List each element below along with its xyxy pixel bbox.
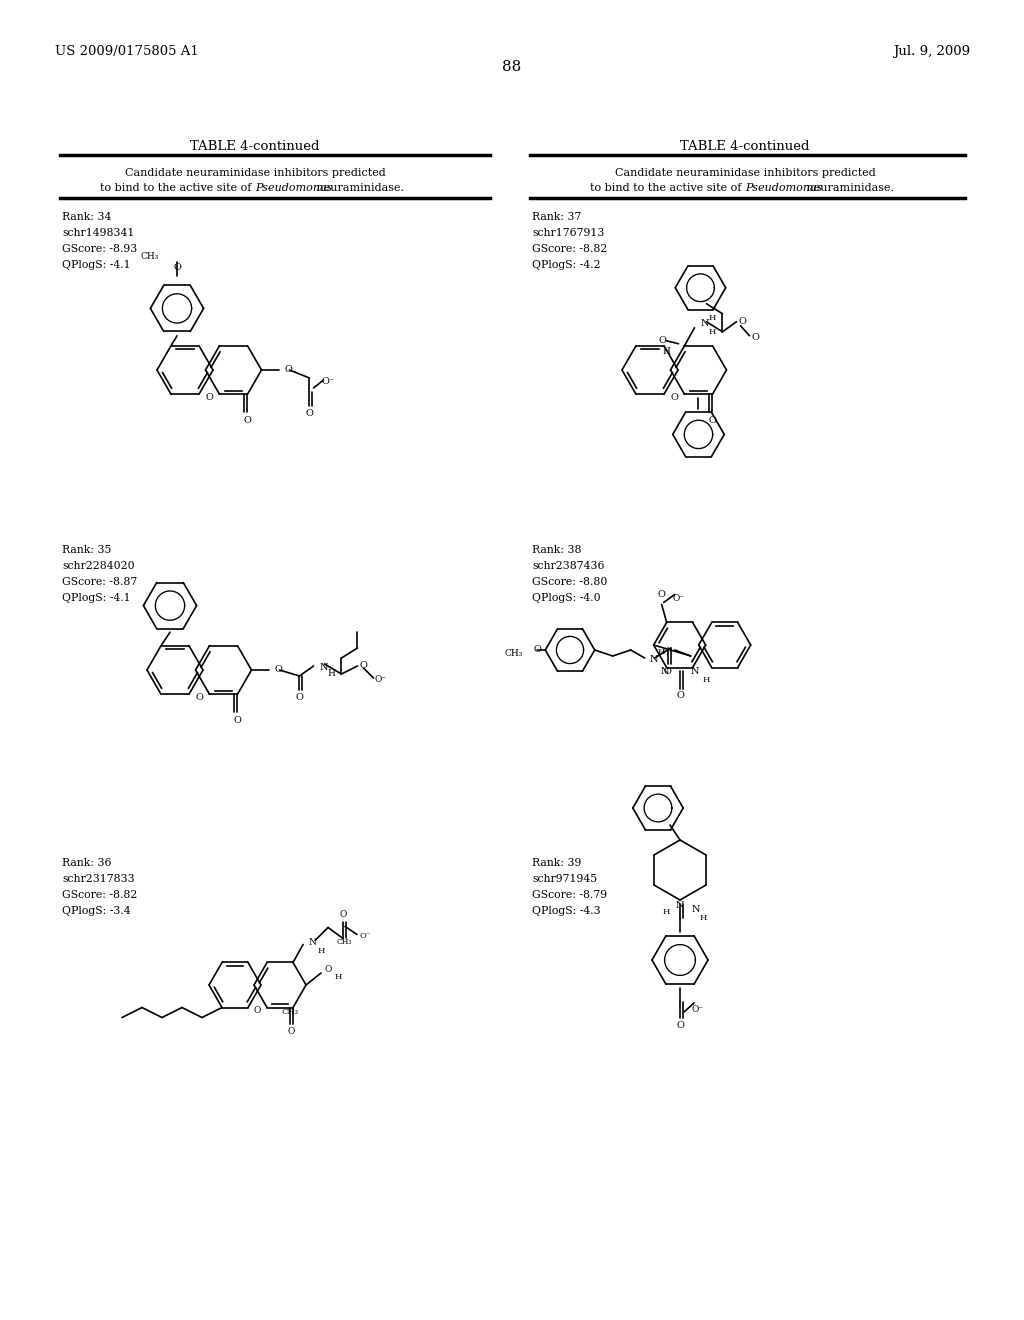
Text: O: O xyxy=(677,692,685,701)
Text: O: O xyxy=(709,416,717,425)
Text: schr2317833: schr2317833 xyxy=(62,874,134,884)
Text: O: O xyxy=(738,317,746,326)
Text: CH₃: CH₃ xyxy=(337,939,352,946)
Text: QPlogS: -3.4: QPlogS: -3.4 xyxy=(62,906,131,916)
Text: H: H xyxy=(663,908,670,916)
Text: O⁻: O⁻ xyxy=(359,932,371,940)
Text: H: H xyxy=(663,347,671,356)
Text: H: H xyxy=(709,327,716,335)
Text: N: N xyxy=(700,319,709,329)
Text: O: O xyxy=(657,590,666,599)
Text: GScore: -8.82: GScore: -8.82 xyxy=(62,890,137,900)
Text: H: H xyxy=(702,676,710,684)
Text: O: O xyxy=(658,337,667,346)
Text: H: H xyxy=(709,314,716,322)
Text: schr1767913: schr1767913 xyxy=(532,228,604,238)
Text: H: H xyxy=(334,973,341,981)
Text: O: O xyxy=(196,693,203,702)
Text: O: O xyxy=(296,693,303,702)
Text: O⁻: O⁻ xyxy=(692,1006,705,1015)
Text: N: N xyxy=(676,902,684,911)
Text: H: H xyxy=(657,648,665,656)
Text: QPlogS: -4.1: QPlogS: -4.1 xyxy=(62,593,131,603)
Text: TABLE 4-continued: TABLE 4-continued xyxy=(680,140,810,153)
Text: QPlogS: -4.1: QPlogS: -4.1 xyxy=(62,260,131,271)
Text: N: N xyxy=(692,906,700,915)
Text: CH₃: CH₃ xyxy=(140,252,159,261)
Text: N: N xyxy=(308,939,316,946)
Text: Candidate neuraminidase inhibitors predicted: Candidate neuraminidase inhibitors predi… xyxy=(614,168,876,178)
Text: O: O xyxy=(205,393,213,401)
Text: neuraminidase.: neuraminidase. xyxy=(313,183,404,193)
Text: schr2387436: schr2387436 xyxy=(532,561,604,572)
Text: GScore: -8.82: GScore: -8.82 xyxy=(532,244,607,253)
Text: to bind to the active site of: to bind to the active site of xyxy=(100,183,255,193)
Text: to bind to the active site of: to bind to the active site of xyxy=(590,183,745,193)
Text: TABLE 4-continued: TABLE 4-continued xyxy=(190,140,319,153)
Text: N: N xyxy=(660,667,669,676)
Text: O⁻: O⁻ xyxy=(375,676,387,685)
Text: Rank: 37: Rank: 37 xyxy=(532,213,582,222)
Text: GScore: -8.87: GScore: -8.87 xyxy=(62,577,137,587)
Text: QPlogS: -4.2: QPlogS: -4.2 xyxy=(532,260,601,271)
Text: 88: 88 xyxy=(503,59,521,74)
Text: O: O xyxy=(173,263,181,272)
Text: O: O xyxy=(339,909,347,919)
Text: schr971945: schr971945 xyxy=(532,874,597,884)
Text: schr1498341: schr1498341 xyxy=(62,228,134,238)
Text: O: O xyxy=(233,715,242,725)
Text: H: H xyxy=(700,913,708,921)
Text: O: O xyxy=(274,665,283,675)
Text: O⁻: O⁻ xyxy=(322,378,335,387)
Text: O⁻: O⁻ xyxy=(673,594,685,603)
Text: Pseudomonas: Pseudomonas xyxy=(745,183,822,193)
Text: CH₃: CH₃ xyxy=(281,1007,298,1015)
Text: US 2009/0175805 A1: US 2009/0175805 A1 xyxy=(55,45,199,58)
Text: GScore: -8.79: GScore: -8.79 xyxy=(532,890,607,900)
Text: QPlogS: -4.3: QPlogS: -4.3 xyxy=(532,906,601,916)
Text: O: O xyxy=(534,645,542,655)
Text: Rank: 39: Rank: 39 xyxy=(532,858,582,869)
Text: neuraminidase.: neuraminidase. xyxy=(803,183,894,193)
Text: Pseudomonas: Pseudomonas xyxy=(255,183,333,193)
Text: O: O xyxy=(324,965,332,974)
Text: O: O xyxy=(305,409,313,418)
Text: Rank: 36: Rank: 36 xyxy=(62,858,112,869)
Text: Rank: 34: Rank: 34 xyxy=(62,213,112,222)
Text: N: N xyxy=(319,663,328,672)
Text: O: O xyxy=(244,416,252,425)
Text: N: N xyxy=(649,656,658,664)
Text: GScore: -8.80: GScore: -8.80 xyxy=(532,577,607,587)
Text: QPlogS: -4.0: QPlogS: -4.0 xyxy=(532,593,601,603)
Text: O: O xyxy=(676,1022,684,1031)
Text: CH₃: CH₃ xyxy=(505,649,523,659)
Text: O: O xyxy=(359,661,368,671)
Text: Candidate neuraminidase inhibitors predicted: Candidate neuraminidase inhibitors predi… xyxy=(125,168,385,178)
Text: O: O xyxy=(288,1027,295,1036)
Text: schr2284020: schr2284020 xyxy=(62,561,134,572)
Text: O: O xyxy=(254,1006,261,1015)
Text: Rank: 38: Rank: 38 xyxy=(532,545,582,554)
Text: O: O xyxy=(285,366,293,375)
Text: H: H xyxy=(317,948,325,956)
Text: O: O xyxy=(671,393,678,401)
Text: O: O xyxy=(752,333,760,342)
Text: GScore: -8.93: GScore: -8.93 xyxy=(62,244,137,253)
Text: Rank: 35: Rank: 35 xyxy=(62,545,112,554)
Text: Jul. 9, 2009: Jul. 9, 2009 xyxy=(893,45,970,58)
Text: O: O xyxy=(664,668,672,676)
Text: N: N xyxy=(690,667,699,676)
Text: H: H xyxy=(328,669,336,678)
